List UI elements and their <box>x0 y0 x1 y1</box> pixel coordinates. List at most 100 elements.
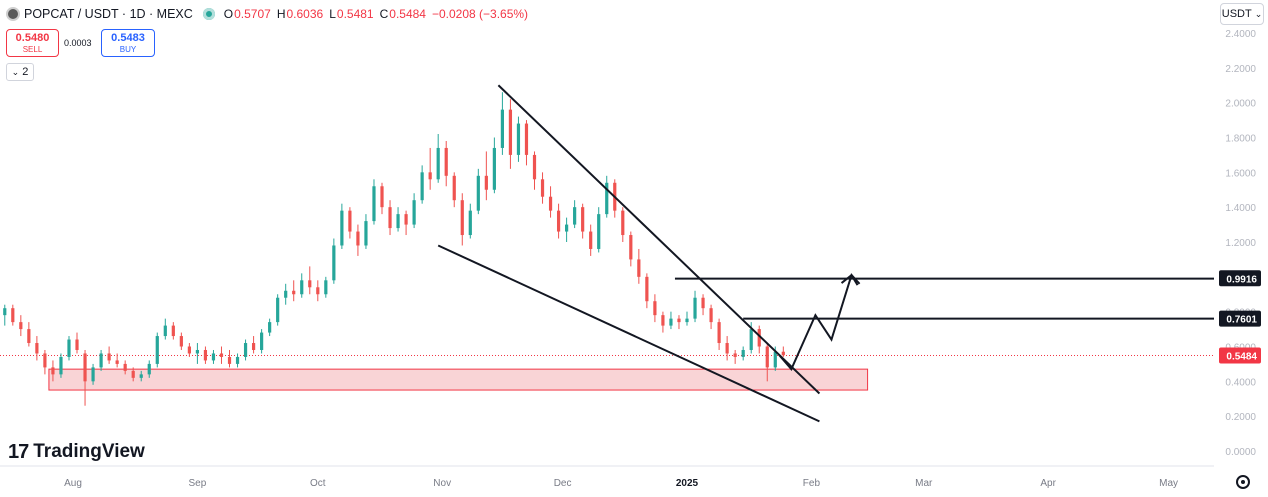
candle-down <box>11 308 15 323</box>
y-axis-tick-label: 0.2000 <box>1225 412 1256 423</box>
buy-button[interactable]: 0.5483 BUY <box>101 29 155 57</box>
candle-down <box>83 353 87 382</box>
candle-up <box>155 336 159 364</box>
candle-down <box>19 322 23 330</box>
candle-down <box>621 210 625 236</box>
candle-up <box>597 214 601 249</box>
sell-button[interactable]: 0.5480 SELL <box>6 29 59 57</box>
candle-up <box>500 109 504 148</box>
spread-value: 0.0003 <box>64 38 92 48</box>
candle-down <box>661 315 665 326</box>
candle-down <box>179 336 183 347</box>
tradingview-wordmark: TradingView <box>33 441 145 462</box>
popcat-logo-icon <box>6 7 20 21</box>
candle-down <box>556 210 561 232</box>
candle-down <box>637 259 641 277</box>
candle-down <box>203 349 208 361</box>
open-label: O <box>223 7 234 21</box>
y-axis-tick-label: 2.4000 <box>1225 29 1256 40</box>
change-value: −0.0208 (−3.65%) <box>431 7 529 21</box>
y-axis-tick-label: 1.4000 <box>1225 203 1256 214</box>
candle-down <box>709 308 713 323</box>
candle-down <box>348 210 352 232</box>
y-axis-tick-label: 0.4000 <box>1225 377 1256 388</box>
trendline <box>437 244 820 423</box>
buy-label: BUY <box>119 45 137 54</box>
candle-up <box>99 353 103 368</box>
candle-up <box>468 210 472 236</box>
candle-up <box>436 147 440 180</box>
candle-up <box>372 186 376 222</box>
indicators-toggle-button[interactable]: ⌄ 2 <box>6 63 34 81</box>
candle-down <box>484 175 488 190</box>
demand-zone-rect <box>48 368 869 391</box>
candle-down <box>219 353 224 357</box>
candle-up <box>260 332 264 350</box>
candle-down <box>548 196 553 211</box>
trendline <box>497 84 821 395</box>
x-axis-tick-label: Aug <box>64 478 82 489</box>
y-axis-tick-label: 0.0000 <box>1225 447 1256 458</box>
candle-up <box>693 297 697 319</box>
candle-up <box>91 367 95 382</box>
candle-up <box>324 280 328 295</box>
candle-down <box>187 346 191 354</box>
candle-down <box>781 351 785 356</box>
candle-down <box>227 356 232 364</box>
axes-layer: 0.00000.20000.40000.60000.80001.00001.20… <box>0 29 1261 489</box>
candle-down <box>171 325 175 337</box>
candle-down <box>251 343 256 350</box>
candle-down <box>308 280 312 288</box>
candle-up <box>268 322 272 333</box>
candle-down <box>629 235 633 260</box>
x-axis-tick-label: Sep <box>189 478 207 489</box>
y-axis-tick-label: 1.6000 <box>1225 168 1256 179</box>
candle-up <box>139 374 143 378</box>
price-axis-label: 0.7601 <box>1226 315 1257 326</box>
y-axis-tick-label: 2.0000 <box>1225 99 1256 110</box>
high-label: H <box>276 7 286 21</box>
open-value: 0.5707 <box>234 7 271 21</box>
gear-icon[interactable] <box>1236 475 1250 489</box>
candle-down <box>725 343 729 354</box>
candle-down <box>404 214 408 225</box>
candle-down <box>757 329 761 347</box>
y-axis-tick-label: 2.2000 <box>1225 64 1256 75</box>
sell-price: 0.5480 <box>15 32 50 44</box>
candle-down <box>765 346 769 368</box>
x-axis-tick-label: Feb <box>803 478 821 489</box>
candle-up <box>211 353 216 361</box>
candle-down <box>131 370 135 378</box>
market-status-icon[interactable] <box>202 8 215 20</box>
candle-up <box>147 363 151 375</box>
candle-down <box>717 322 721 344</box>
candle-down <box>460 200 464 236</box>
candle-down <box>645 276 649 302</box>
sell-label: SELL <box>22 45 43 54</box>
demand-zone-layer <box>0 354 1214 391</box>
chevron-down-icon: ⌄ <box>11 66 20 77</box>
candle-down <box>35 343 39 354</box>
candle-down <box>51 367 55 375</box>
candle-up <box>3 308 7 316</box>
x-axis-tick-label: Oct <box>310 478 326 489</box>
candle-down <box>380 186 384 208</box>
candle-up <box>412 200 416 225</box>
candle-down <box>123 363 127 371</box>
x-axis-tick-label: Dec <box>554 478 572 489</box>
y-axis-tick-label: 1.8000 <box>1225 134 1256 145</box>
candle-down <box>581 207 585 232</box>
candle-down <box>316 287 320 295</box>
candle-up <box>67 339 71 357</box>
tradingview-logo[interactable]: 17 TradingView <box>8 440 145 464</box>
candle-down <box>589 231 593 249</box>
candle-down <box>524 123 529 155</box>
currency-select[interactable]: USDT ⌄ <box>1220 3 1264 25</box>
currency-value: USDT <box>1221 8 1252 20</box>
candles-layer <box>3 92 785 406</box>
candle-up <box>492 147 496 190</box>
candle-up <box>332 245 336 281</box>
candle-up <box>669 318 673 326</box>
symbol-title[interactable]: POPCAT / USDT · 1D · MEXC <box>24 7 193 21</box>
